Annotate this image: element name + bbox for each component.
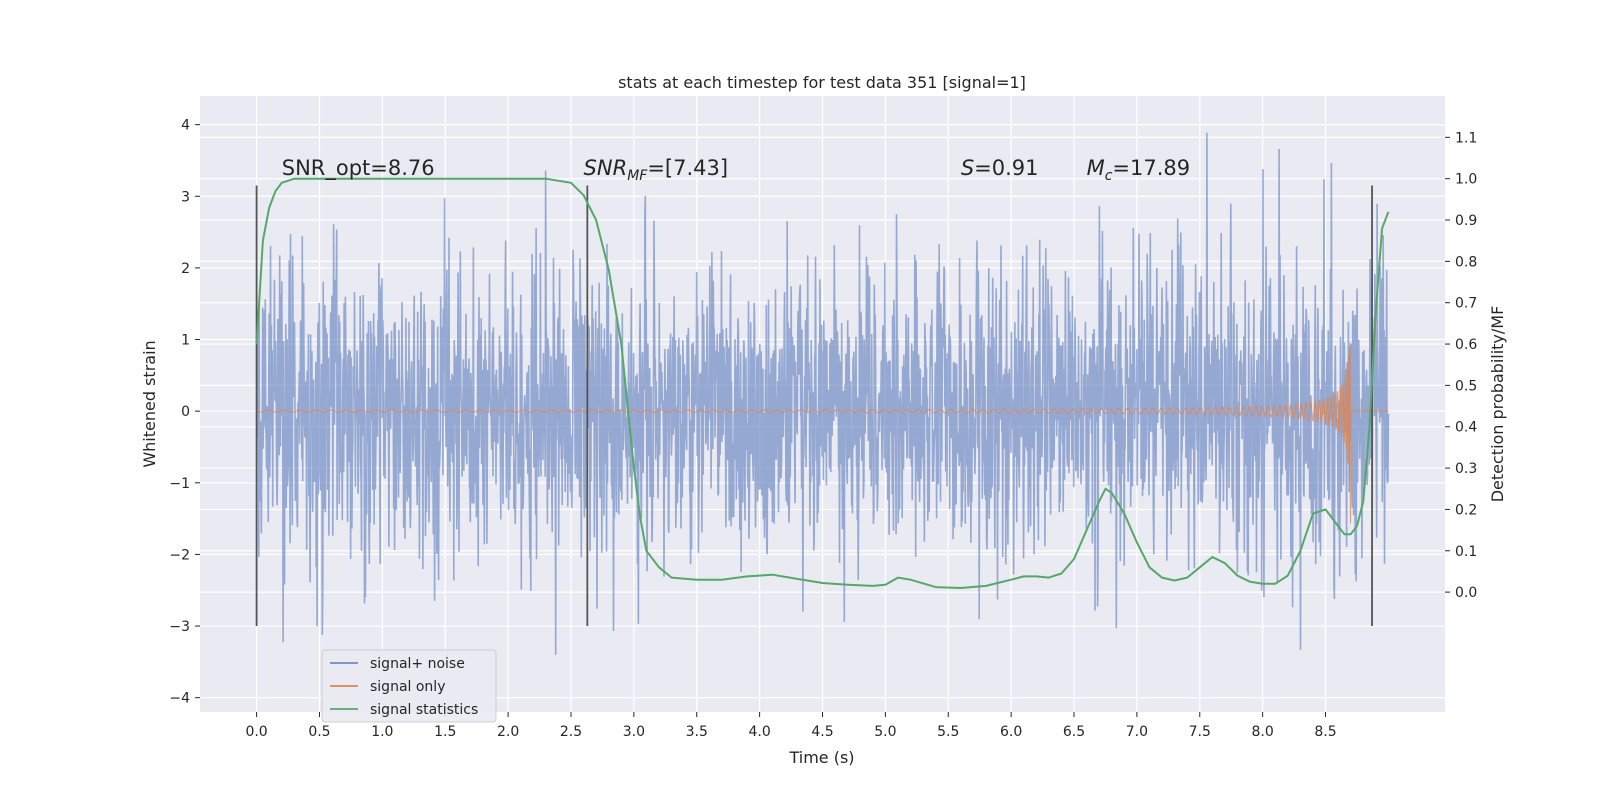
y2-tick-label: 1.1: [1455, 130, 1477, 146]
y-axis-label: Whitened strain: [140, 340, 159, 467]
vertical-markers: [255, 185, 1373, 627]
annotation-value: =[7.43]: [647, 156, 728, 180]
x-tick-label: 6.0: [1000, 724, 1022, 740]
x-tick-label: 1.0: [371, 724, 393, 740]
annotation-main: SNR_opt=8.76: [282, 156, 435, 181]
x-tick-label: 7.0: [1126, 724, 1148, 740]
annotation-main: M: [1087, 156, 1105, 180]
x-tick-label: 4.5: [811, 724, 833, 740]
y2-tick-label: 0.3: [1455, 461, 1477, 477]
x-tick-label: 3.5: [686, 724, 708, 740]
x-tick-label: 8.5: [1314, 724, 1336, 740]
signal-series: [256, 342, 1389, 524]
x-axis-label: Time (s): [788, 748, 854, 767]
chart-title: stats at each timestep for test data 351…: [618, 73, 1026, 92]
y2-tick-label: 0.5: [1455, 378, 1477, 394]
x-tick-label: 7.5: [1189, 724, 1211, 740]
annotation-1: SNRMF=[7.43]: [584, 156, 729, 184]
annotation-main: SNR: [584, 156, 628, 180]
y2-axis-ticks: 0.0 0.1 0.2 0.3 0.4 0.5 0.6 0.7 0.8 0.9 1.0 1.1: [1445, 130, 1477, 601]
legend-label-noise: signal+ noise: [370, 656, 465, 672]
noise-series: [255, 132, 1390, 655]
x-tick-label: 3.0: [623, 724, 645, 740]
annotation-sub: c: [1105, 168, 1113, 184]
y2-tick-label: 0.6: [1455, 337, 1477, 353]
legend: signal+ noise signal only signal statist…: [321, 649, 497, 723]
x-tick-label: 6.5: [1063, 724, 1085, 740]
annotation-2: S=0.91: [961, 156, 1039, 180]
y2-tick-label: 0.2: [1455, 502, 1477, 518]
x-tick-label: 4.0: [748, 724, 770, 740]
y2-tick-label: 0.0: [1455, 585, 1477, 601]
annotation-3: Mc=17.89: [1087, 156, 1191, 184]
y-tick-label: 0: [181, 404, 190, 420]
legend-box: [321, 649, 497, 723]
stats-series: [255, 177, 1390, 589]
y-tick-label: −3: [169, 619, 190, 635]
x-tick-label: 8.0: [1252, 724, 1274, 740]
noise-line: [255, 132, 1390, 655]
x-axis-ticks: 0.0 0.5 1.0 1.5 2.0 2.5 3.0 3.5 4.0 4.5 5.0 5.5 6.0 6…: [245, 712, 1337, 740]
y2-axis-label: Detection probability/MF: [1488, 306, 1507, 503]
y2-tick-label: 0.8: [1455, 254, 1477, 270]
legend-label-signal: signal only: [370, 679, 445, 695]
y2-tick-label: 0.7: [1455, 296, 1477, 312]
x-tick-label: 0.5: [308, 724, 330, 740]
annotation-value: =17.89: [1112, 156, 1190, 180]
y-tick-label: 4: [181, 118, 190, 134]
y2-tick-label: 0.9: [1455, 213, 1477, 229]
x-tick-label: 5.0: [874, 724, 896, 740]
x-tick-label: 0.0: [245, 724, 267, 740]
stats-line: [255, 177, 1390, 589]
annotation-sub: MF: [627, 168, 648, 184]
annotation-value: =0.91: [974, 156, 1038, 180]
y-tick-label: 1: [181, 333, 190, 349]
x-tick-label: 1.5: [434, 724, 456, 740]
signal-line: [256, 342, 1389, 524]
annotations: SNR_opt=8.76 SNRMF=[7.43] S=0.91 Mc=17.89: [282, 156, 1190, 184]
annotation-0: SNR_opt=8.76: [282, 156, 435, 181]
y-axis-ticks: −4 −3 −2 −1 0 1 2 3 4: [169, 118, 200, 707]
y-tick-label: −4: [169, 691, 190, 707]
legend-label-stats: signal statistics: [370, 702, 478, 718]
y-tick-label: −1: [169, 476, 190, 492]
x-tick-label: 2.5: [560, 724, 582, 740]
y2-tick-label: 0.1: [1455, 544, 1477, 560]
x-tick-label: 5.5: [937, 724, 959, 740]
y-tick-label: 3: [181, 189, 190, 205]
y-tick-label: −2: [169, 547, 190, 563]
y2-tick-label: 1.0: [1455, 172, 1477, 188]
y2-tick-label: 0.4: [1455, 420, 1477, 436]
x-tick-label: 2.0: [497, 724, 519, 740]
y-tick-label: 2: [181, 261, 190, 277]
annotation-main: S: [961, 156, 974, 180]
